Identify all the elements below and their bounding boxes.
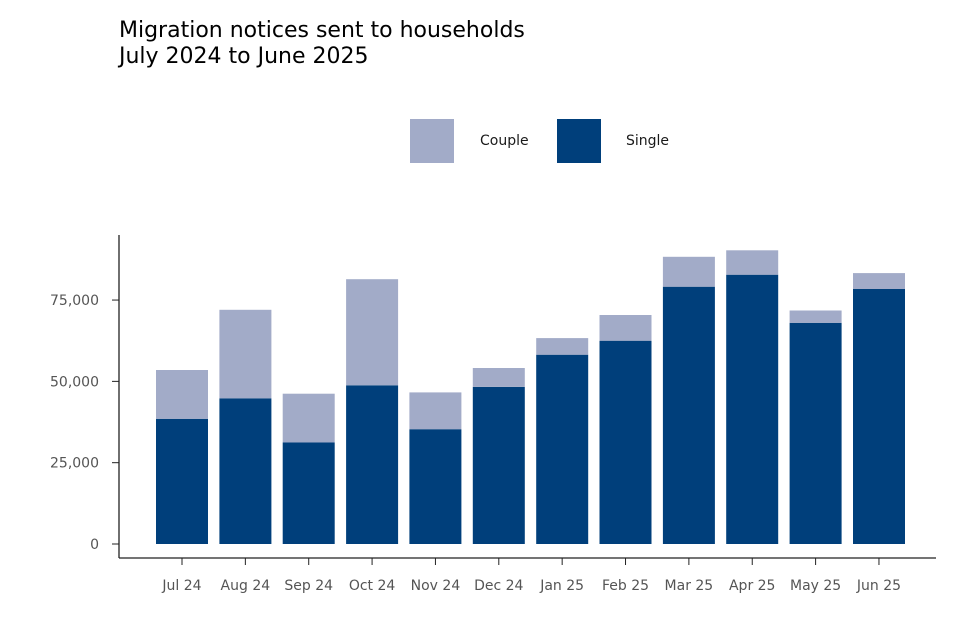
bar-couple-2 [282,393,335,443]
x-tick-label-10: May 25 [790,578,841,594]
bar-couple-7 [599,315,652,341]
bar-couple-0 [156,370,208,419]
bar-single-7 [599,340,652,544]
bar-couple-9 [726,250,779,275]
bar-couple-5 [472,368,525,387]
y-tick-label-2: 50,000 [50,374,99,390]
bar-single-3 [346,385,399,544]
bar-couple-6 [536,338,589,355]
legend-swatch-single [557,119,601,163]
bar-single-5 [472,386,525,544]
legend-swatch-couple [410,119,454,163]
bar-single-10 [789,322,842,544]
legend-label-couple: Couple [480,133,529,149]
bar-single-9 [726,274,779,544]
axes-group: 0 25,000 50,000 75,000 Jul 24 Aug 24 Sep 24 Oct… [50,235,936,594]
bar-couple-10 [789,310,842,323]
y-tick-label-3: 75,000 [50,293,99,309]
bar-couple-8 [662,256,715,287]
x-tick-label-1: Aug 24 [221,578,271,594]
bar-single-8 [662,286,715,544]
bar-single-2 [282,442,335,544]
x-tick-label-7: Feb 25 [602,578,649,594]
legend-label-single: Single [626,133,670,149]
x-tick-label-8: Mar 25 [665,578,714,594]
bar-single-11 [853,289,905,544]
x-tick-label-2: Sep 24 [284,578,333,594]
y-tick-label-0: 0 [90,537,99,553]
bar-single-6 [536,354,589,544]
chart-title: Migration notices sent to households Jul… [119,18,525,69]
x-tick-label-3: Oct 24 [349,578,396,594]
bar-single-1 [219,398,272,544]
bar-couple-11 [853,273,905,289]
x-tick-label-0: Jul 24 [161,578,201,594]
x-tick-label-9: Apr 25 [729,578,775,594]
bars-group [156,250,905,544]
x-tick-label-5: Dec 24 [474,578,523,594]
x-tick-label-4: Nov 24 [411,578,461,594]
x-tick-label-11: Jun 25 [856,578,901,594]
bar-couple-3 [346,279,399,386]
x-tick-label-6: Jan 25 [539,578,584,594]
bar-couple-4 [409,392,462,430]
bar-couple-1 [219,309,272,399]
bar-single-0 [156,418,208,544]
y-tick-label-1: 25,000 [50,456,99,472]
bar-single-4 [409,429,462,544]
